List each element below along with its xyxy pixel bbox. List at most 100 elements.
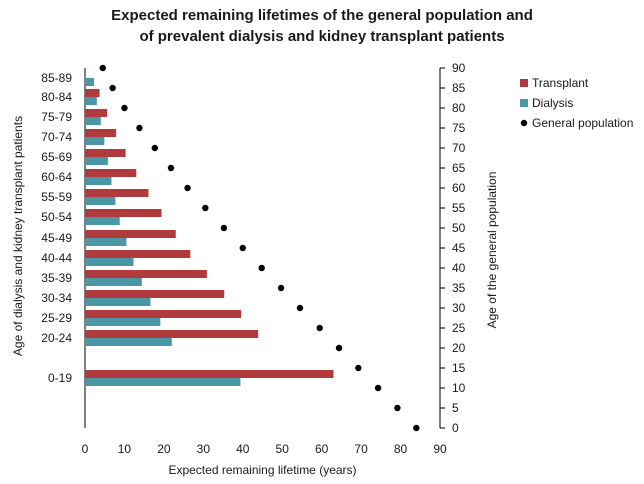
- x-tick-label: 40: [236, 442, 250, 456]
- right-tick-label: 75: [452, 121, 466, 135]
- general-population-point: [258, 264, 265, 272]
- general-population-point: [277, 284, 285, 292]
- right-tick-label: 40: [452, 261, 466, 275]
- right-tick-label: 80: [452, 101, 466, 115]
- dialysis-bar: [85, 217, 120, 225]
- y-tick-label: 50-54: [41, 210, 72, 224]
- right-tick-label: 5: [452, 401, 459, 415]
- x-tick-label: 50: [276, 442, 290, 456]
- right-tick-label: 45: [452, 241, 466, 255]
- dialysis-bar: [85, 78, 95, 86]
- x-tick-label: 70: [354, 442, 368, 456]
- general-population-point: [121, 104, 128, 112]
- transplant-bar: [85, 250, 191, 258]
- general-population-point: [413, 424, 420, 432]
- legend-dialysis-label: Dialysis: [532, 96, 573, 110]
- legend-transplant-label: Transplant: [532, 76, 589, 90]
- legend-general-population-marker: [520, 119, 528, 127]
- dialysis-bar: [85, 177, 112, 185]
- chart-title-line1: Expected remaining lifetimes of the gene…: [111, 7, 533, 24]
- general-population-point: [355, 364, 362, 372]
- right-tick-label: 50: [452, 221, 466, 235]
- right-tick-label: 15: [452, 361, 466, 375]
- transplant-bar: [85, 149, 126, 157]
- right-tick-label: 70: [452, 141, 466, 155]
- transplant-bar: [85, 109, 108, 117]
- legend-general-population-label: General population: [532, 116, 633, 130]
- dialysis-bar: [85, 378, 241, 386]
- x-tick-label: 90: [433, 442, 447, 456]
- y-tick-label: 25-29: [41, 311, 72, 325]
- y-tick-label: 80-84: [41, 90, 72, 104]
- chart-title-line2: of prevalent dialysis and kidney transpl…: [139, 28, 505, 45]
- general-population-point: [394, 404, 401, 412]
- general-population-point: [374, 384, 382, 392]
- right-tick-label: 10: [452, 381, 466, 395]
- dialysis-bar: [85, 278, 142, 286]
- transplant-bar: [85, 169, 137, 177]
- dialysis-bar: [85, 137, 105, 145]
- x-tick-label: 60: [315, 442, 329, 456]
- general-population-point: [239, 244, 246, 252]
- y-tick-label: 55-59: [41, 190, 72, 204]
- y-tick-label: 75-79: [41, 110, 72, 124]
- right-tick-label: 20: [452, 341, 466, 355]
- general-population-point: [151, 144, 159, 152]
- dialysis-bar: [85, 238, 127, 246]
- dialysis-bar: [85, 318, 161, 326]
- legend-dialysis-swatch: [520, 99, 528, 107]
- right-tick-label: 90: [452, 61, 466, 75]
- right-tick-label: 25: [452, 321, 466, 335]
- right-tick-label: 35: [452, 281, 466, 295]
- general-population-point: [335, 344, 343, 352]
- right-tick-label: 85: [452, 81, 466, 95]
- dialysis-bar: [85, 97, 97, 105]
- transplant-bar: [85, 310, 242, 318]
- transplant-bar: [85, 330, 259, 338]
- right-tick-label: 0: [452, 421, 459, 435]
- right-tick-label: 60: [452, 181, 466, 195]
- y-tick-label: 20-24: [41, 331, 72, 345]
- general-population-point: [99, 64, 106, 72]
- dialysis-bar: [85, 197, 116, 205]
- right-tick-label: 65: [452, 161, 466, 175]
- x-tick-label: 0: [82, 442, 89, 456]
- transplant-bar: [85, 189, 149, 197]
- transplant-bar: [85, 230, 176, 238]
- y-tick-label: 30-34: [41, 291, 72, 305]
- y-tick-label: 65-69: [41, 150, 72, 164]
- right-tick-label: 55: [452, 201, 466, 215]
- left-axis-label: Age of dialysis and kidney transplant pa…: [11, 116, 25, 356]
- transplant-bar: [85, 370, 334, 378]
- dialysis-bar: [85, 258, 134, 266]
- x-tick-label: 10: [118, 442, 132, 456]
- dialysis-bar: [85, 157, 108, 165]
- dialysis-bar: [85, 338, 172, 346]
- transplant-bar: [85, 209, 162, 217]
- y-tick-label: 70-74: [41, 130, 72, 144]
- general-population-point: [184, 184, 191, 192]
- general-population-point: [316, 324, 323, 332]
- transplant-bar: [85, 129, 117, 137]
- general-population-point: [167, 164, 175, 172]
- y-tick-label: 85-89: [41, 71, 72, 85]
- x-tick-label: 80: [394, 442, 408, 456]
- y-tick-label: 40-44: [41, 251, 72, 265]
- transplant-bar: [85, 89, 100, 97]
- x-axis-label: Expected remaining lifetime (years): [168, 463, 356, 477]
- right-axis-label: Age of the general population: [485, 172, 499, 329]
- general-population-point: [220, 224, 228, 232]
- dialysis-bar: [85, 298, 151, 306]
- legend-transplant-swatch: [520, 79, 528, 87]
- dialysis-bar: [85, 117, 101, 125]
- x-tick-label: 30: [197, 442, 211, 456]
- y-tick-label: 60-64: [41, 170, 72, 184]
- general-population-point: [202, 204, 209, 212]
- general-population-point: [136, 124, 143, 132]
- y-tick-label: 35-39: [41, 271, 72, 285]
- y-tick-label: 45-49: [41, 231, 72, 245]
- transplant-bar: [85, 290, 225, 298]
- y-tick-label: 0-19: [48, 371, 72, 385]
- right-tick-label: 30: [452, 301, 466, 315]
